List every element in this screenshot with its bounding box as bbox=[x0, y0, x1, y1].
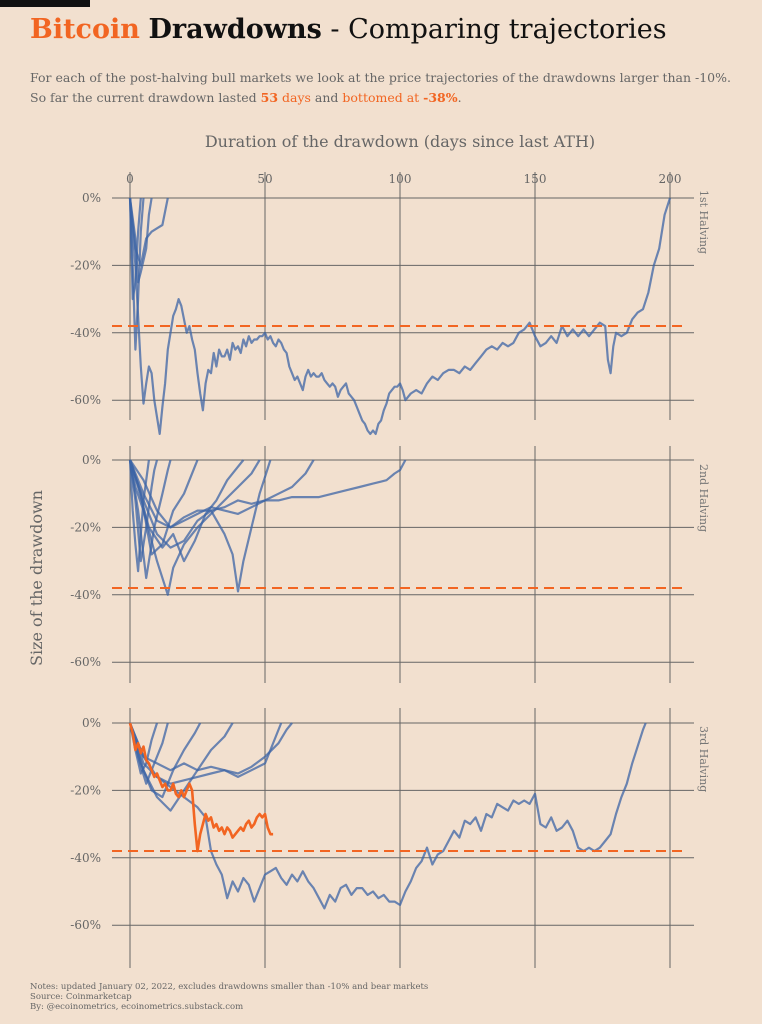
subtitle-end: . bbox=[457, 90, 462, 105]
drawdown-line bbox=[128, 459, 245, 563]
y-tick-label: -40% bbox=[70, 326, 101, 340]
facet-panel: 0% -20% -40% -60% 1st Halving bbox=[70, 172, 710, 435]
y-tick-label: -40% bbox=[70, 588, 101, 602]
drawdown-line bbox=[128, 722, 647, 910]
y-tick-label: 0% bbox=[82, 716, 101, 730]
subtitle-mid: and bbox=[310, 90, 343, 105]
chart-title: Bitcoin Drawdowns - Comparing trajectori… bbox=[30, 14, 667, 45]
y-tick-label: -20% bbox=[70, 258, 101, 272]
drawdown-line bbox=[128, 197, 672, 435]
y-tick-label: -20% bbox=[70, 520, 101, 534]
title-drawdowns: Drawdowns bbox=[148, 14, 322, 45]
drawdown-line bbox=[128, 722, 234, 812]
drawdown-line bbox=[128, 197, 169, 267]
y-tick-label: -40% bbox=[70, 851, 101, 865]
x-axis-ticks: 050100150200 bbox=[126, 172, 681, 186]
facet-panel: 0% -20% -40% -60% 2nd Halving bbox=[70, 446, 710, 683]
facet-panel: 0% -20% -40% -60% 3rd Halving bbox=[70, 708, 710, 968]
footnotes: Notes: updated January 02, 2022, exclude… bbox=[30, 982, 428, 1012]
y-tick-label: -60% bbox=[70, 918, 101, 932]
facet-label: 2nd Halving bbox=[697, 464, 710, 532]
y-tick-label: -60% bbox=[70, 393, 101, 407]
subtitle-line2-pre: So far the current drawdown lasted bbox=[30, 90, 261, 105]
subtitle-bottom-value: -38% bbox=[423, 90, 458, 105]
x-axis-title: Duration of the drawdown (days since las… bbox=[205, 132, 595, 151]
source-line: Source: Coinmarketcap bbox=[30, 992, 132, 1002]
subtitle-days-text: days bbox=[278, 90, 311, 105]
facet-label: 1st Halving bbox=[697, 190, 710, 254]
y-tick-label: 0% bbox=[82, 453, 101, 467]
y-tick-label: -60% bbox=[70, 655, 101, 669]
chart-subtitle: For each of the post-halving bull market… bbox=[30, 68, 731, 108]
title-bitcoin: Bitcoin bbox=[30, 14, 140, 45]
byline: By: @ecoinometrics, ecoinometrics.substa… bbox=[30, 1002, 244, 1012]
current-drawdown-line bbox=[128, 722, 274, 853]
notes-line: Notes: updated January 02, 2022, exclude… bbox=[30, 982, 429, 992]
top-accent-bar bbox=[0, 0, 90, 7]
facet-panels: 0% -20% -40% -60% 1st Halving 0% -20% -40% -60% 2… bbox=[70, 172, 710, 968]
drawdown-line bbox=[128, 722, 293, 775]
y-tick-label: -20% bbox=[70, 783, 101, 797]
drawdown-chart: Duration of the drawdown (days since las… bbox=[27, 132, 710, 968]
subtitle-bottom: bottomed at -38% bbox=[342, 90, 457, 105]
subtitle-days: 53 days bbox=[261, 90, 311, 105]
subtitle-bottom-text: bottomed at bbox=[342, 90, 424, 105]
drawdown-line bbox=[128, 459, 407, 529]
facet-label: 3rd Halving bbox=[697, 726, 710, 792]
y-axis-title: Size of the drawdown bbox=[27, 490, 46, 666]
y-tick-label: 0% bbox=[82, 191, 101, 205]
subtitle-days-value: 53 bbox=[260, 90, 279, 105]
drawdown-line bbox=[129, 459, 315, 529]
title-rest: - Comparing trajectories bbox=[321, 14, 667, 45]
subtitle-line1: For each of the post-halving bull market… bbox=[30, 70, 731, 85]
